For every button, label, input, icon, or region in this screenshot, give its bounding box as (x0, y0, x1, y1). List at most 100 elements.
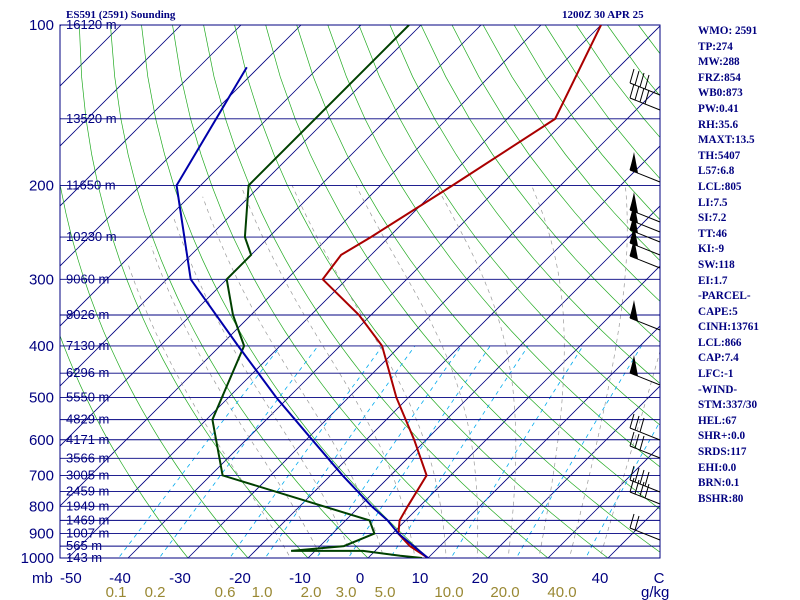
mixing-ratio-line (515, 345, 642, 558)
isotherm-line (547, 445, 660, 558)
index-line: HEL:67 (698, 414, 737, 427)
dry-adiabat (234, 25, 609, 558)
height-label: 16120 m (66, 17, 117, 32)
plot-frame (59, 24, 661, 559)
wind-barb-feather (634, 85, 640, 101)
isobar-lines (60, 24, 660, 559)
pressure-tick-label: 200 (29, 177, 54, 194)
moist-adiabat (240, 185, 416, 558)
isotherm-line (60, 25, 422, 387)
mixing-ratio-label: 3.0 (336, 584, 357, 600)
wind-barb-feather (629, 477, 635, 493)
mixing-ratio-line (450, 345, 584, 558)
index-line: FRZ:854 (698, 71, 741, 84)
pressure-tick-label: 900 (29, 526, 54, 543)
mixing-ratio-unit: g/kg (641, 584, 669, 600)
sounding-series (175, 25, 602, 558)
temperature-unit-label: C (654, 570, 665, 587)
index-line: EHI:0.0 (698, 461, 737, 474)
wind-barbs (629, 68, 661, 541)
mixing-ratio-line (229, 345, 383, 558)
height-labels: 16120 m 13520 m 11650 m 10230 m 9060 m 8026 m… (66, 17, 117, 565)
mixing-ratio-line (585, 420, 660, 558)
index-line: CAP:7.4 (698, 352, 739, 365)
dry-adiabat (358, 25, 660, 426)
dry-adiabat (389, 25, 660, 385)
wind-barb-feather (644, 471, 650, 487)
wind-barb-pennant (630, 225, 638, 246)
height-label: 3566 m (66, 450, 109, 465)
wind-barb-feather (629, 413, 635, 429)
wind-barb-feather (629, 83, 635, 99)
height-label: 11650 m (66, 177, 116, 192)
moist-adiabat (599, 349, 660, 558)
height-label: 565 m (66, 538, 102, 553)
wind-barb-feather (629, 465, 635, 481)
temperature-tick-label: -10 (289, 570, 311, 587)
isotherm-line (60, 25, 242, 207)
wind-barb-feather (634, 515, 640, 531)
wind-barb-pennant (630, 355, 638, 376)
dry-adiabat (60, 181, 249, 558)
wind-barb-pennant (630, 300, 638, 321)
dry-adiabat (544, 25, 660, 180)
wind-barb-pennant (630, 152, 638, 173)
height-label: 7130 m (66, 338, 109, 353)
index-line: SI:7.2 (698, 212, 727, 225)
index-line: TT:46 (698, 227, 728, 240)
mixing-ratio-label: 0.2 (145, 584, 166, 600)
dry-adiabat (451, 25, 660, 302)
pressure-tick-label: 100 (29, 17, 54, 34)
dry-adiabat (60, 334, 189, 558)
moist-adiabat (150, 246, 322, 558)
moist-adiabat (202, 196, 385, 558)
dry-adiabat (172, 25, 489, 558)
index-line: BRN:0.1 (698, 477, 740, 490)
indices-panel: WMO: 2591 TP:274 MW:288 FRZ:854 WB0:873 PW:0.… (698, 24, 759, 507)
wind-barb-feather (634, 433, 640, 449)
wind-barb-feather (634, 479, 640, 495)
index-line: -PARCEL- (698, 290, 751, 303)
height-label: 6296 m (66, 365, 109, 380)
temperature-tick-label: -30 (169, 570, 191, 587)
index-line: KI:-9 (698, 243, 725, 256)
temperature-axis: -50 -40 -30 -20 -10 0 10 20 30 40 C (60, 570, 665, 587)
index-line: WB0:873 (698, 87, 743, 100)
wind-barb-feather (634, 70, 640, 86)
height-label: 5550 m (66, 390, 109, 405)
pressure-tick-label: 500 (29, 390, 54, 407)
index-line: EI:1.7 (698, 274, 728, 287)
mixing-ratio-label: 0.6 (215, 584, 236, 600)
wind-barb (629, 83, 661, 111)
dry-adiabat (296, 25, 660, 510)
height-label: 3005 m (66, 467, 109, 482)
temperature-tick-label: 10 (412, 570, 429, 587)
wind-barb-feather (639, 469, 645, 485)
index-line: WMO: 2591 (698, 25, 758, 37)
mixing-ratio-label: 40.0 (547, 584, 576, 600)
wind-barb (629, 238, 661, 269)
wind-barb-pennant (630, 238, 638, 259)
wind-barb (629, 152, 661, 183)
index-line: TH:5407 (698, 149, 741, 162)
height-label: 1949 m (66, 498, 109, 513)
wind-barb-feather (634, 415, 640, 431)
height-label: 1469 m (66, 512, 109, 527)
moist-adiabat (355, 185, 479, 558)
index-line: LI:7.5 (698, 196, 728, 209)
wind-barb-feather (644, 89, 650, 105)
mixing-ratio-line (117, 345, 282, 558)
mixing-ratio-label: 5.0 (375, 584, 396, 600)
mixing-ratio-label: 20.0 (490, 584, 519, 600)
index-line: TP:274 (698, 40, 733, 53)
height-label: 1007 m (66, 526, 109, 541)
wind-barb-feather (639, 481, 645, 497)
temperature-tick-label: -20 (229, 570, 251, 587)
wind-barb (629, 68, 661, 96)
isotherm-line (60, 25, 362, 327)
wind-barb-pennant (630, 212, 638, 233)
pressure-axis: 100 200 300 400 500 600 700 800 900 1000 mb (21, 17, 54, 587)
isotherm-line (60, 25, 542, 507)
wind-barb-feather (629, 513, 635, 529)
